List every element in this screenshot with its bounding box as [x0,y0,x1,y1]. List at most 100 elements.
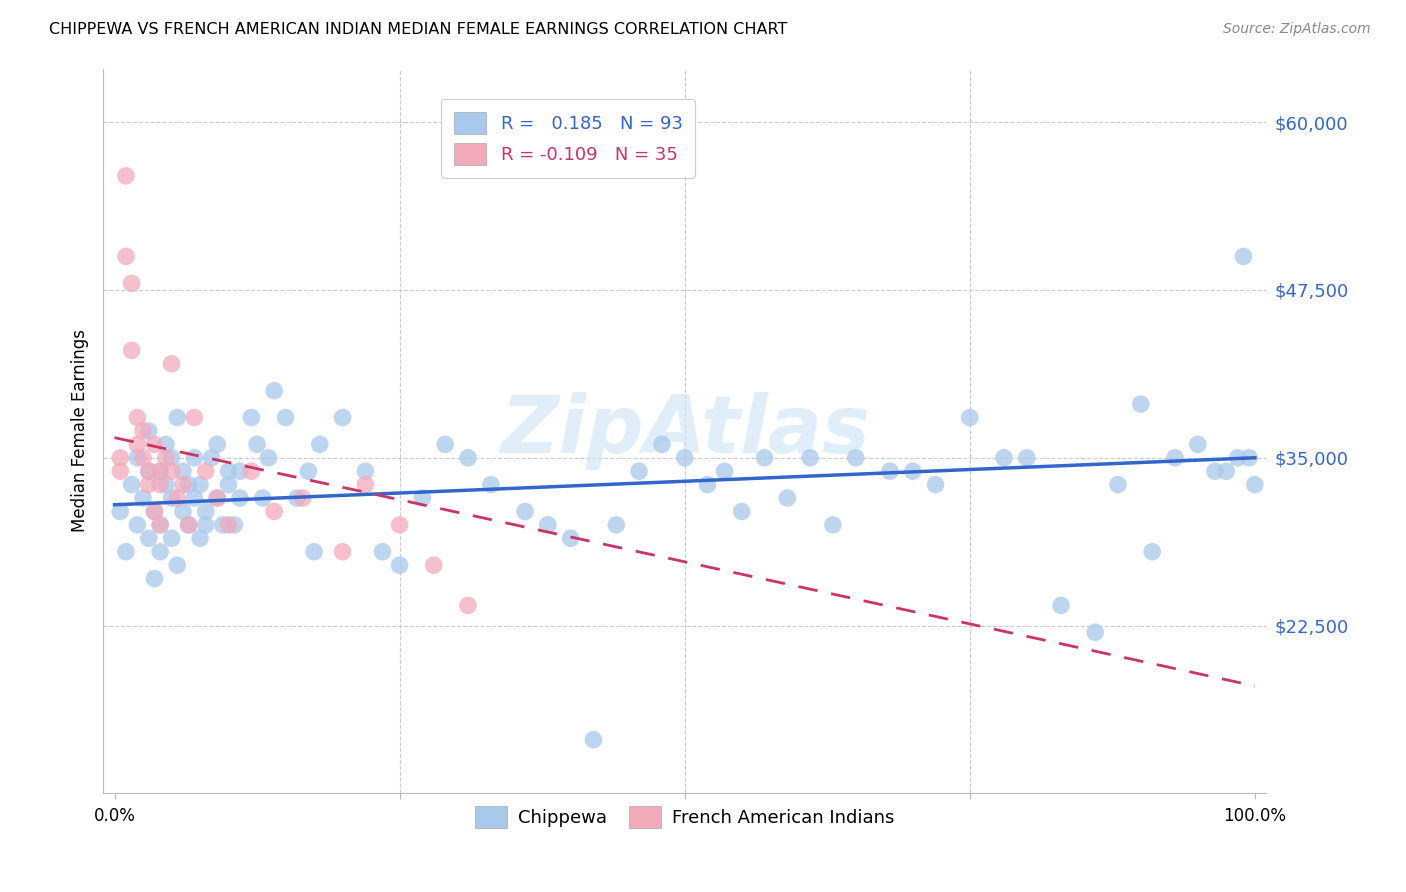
Point [132,491,155,505]
Point [537,517,560,532]
Point [291,491,314,505]
Point [138,531,160,545]
Point [183,410,205,425]
Point [845,450,868,465]
Point [1226,450,1249,465]
Point [155,477,177,491]
Point [993,450,1015,465]
Point [188,531,211,545]
Point [143,572,166,586]
Point [121,477,143,491]
Point [166,491,188,505]
Point [212,517,235,532]
Point [434,437,457,451]
Point [149,517,172,532]
Point [121,343,143,358]
Point [127,410,149,425]
Point [302,545,325,559]
Point [1140,545,1163,559]
Point [194,504,217,518]
Point [423,558,446,573]
Point [160,491,183,505]
Point [194,517,217,532]
Point [332,410,354,425]
Y-axis label: Median Female Earnings: Median Female Earnings [72,329,89,533]
Point [229,464,252,478]
Point [229,491,252,505]
Point [115,169,138,183]
Point [155,437,177,451]
Point [149,545,172,559]
Point [605,517,627,532]
Point [149,477,172,491]
Point [205,491,228,505]
Point [160,450,183,465]
Point [149,517,172,532]
Point [713,464,735,478]
Point [696,477,718,491]
Point [149,464,172,478]
Point [143,437,166,451]
Point [1015,450,1038,465]
Point [246,437,269,451]
Point [160,357,183,371]
Point [1187,437,1209,451]
Point [132,424,155,438]
Point [560,531,582,545]
Point [297,464,319,478]
Point [132,450,155,465]
Point [332,545,354,559]
Point [1243,477,1265,491]
Point [1237,450,1260,465]
Point [263,384,285,398]
Point [628,464,651,478]
Point [1164,450,1187,465]
Point [160,531,183,545]
Point [177,517,200,532]
Point [115,545,138,559]
Point [1107,477,1129,491]
Point [121,277,143,291]
Point [457,450,479,465]
Point [388,517,411,532]
Point [115,249,138,263]
Point [411,491,433,505]
Point [371,545,394,559]
Point [257,450,280,465]
Point [240,464,263,478]
Point [263,504,285,518]
Point [731,504,754,518]
Point [177,517,200,532]
Point [274,410,297,425]
Point [901,464,924,478]
Point [1129,397,1152,411]
Point [218,517,240,532]
Point [166,410,188,425]
Point [200,450,222,465]
Point [457,599,479,613]
Point [127,517,149,532]
Point [240,410,263,425]
Point [183,491,205,505]
Point [308,437,330,451]
Point [172,464,194,478]
Point [879,464,901,478]
Text: CHIPPEWA VS FRENCH AMERICAN INDIAN MEDIAN FEMALE EARNINGS CORRELATION CHART: CHIPPEWA VS FRENCH AMERICAN INDIAN MEDIA… [49,22,787,37]
Point [138,464,160,478]
Point [172,504,194,518]
Point [754,450,776,465]
Point [1050,599,1073,613]
Point [127,437,149,451]
Point [143,504,166,518]
Point [172,477,194,491]
Point [138,464,160,478]
Point [110,450,132,465]
Point [110,504,132,518]
Text: Source: ZipAtlas.com: Source: ZipAtlas.com [1223,22,1371,37]
Point [513,504,536,518]
Point [1232,249,1254,263]
Point [776,491,799,505]
Point [155,450,177,465]
Point [194,464,217,478]
Point [924,477,946,491]
